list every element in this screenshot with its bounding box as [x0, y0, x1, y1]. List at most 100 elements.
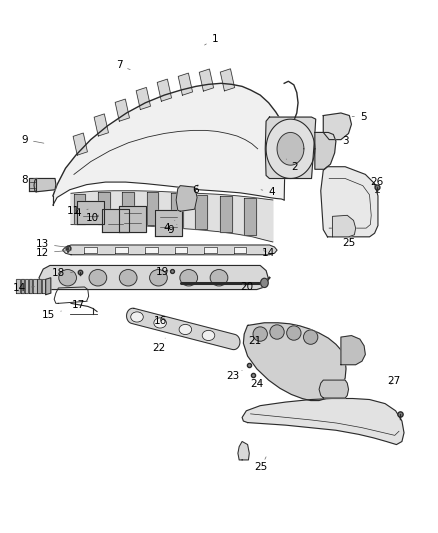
- Polygon shape: [85, 247, 97, 253]
- Polygon shape: [102, 209, 129, 232]
- Text: 4: 4: [163, 221, 175, 233]
- Polygon shape: [171, 193, 183, 227]
- Ellipse shape: [131, 312, 143, 322]
- Polygon shape: [53, 83, 286, 205]
- Text: 6: 6: [193, 184, 199, 195]
- Ellipse shape: [210, 270, 228, 286]
- Polygon shape: [323, 113, 351, 140]
- Polygon shape: [220, 196, 232, 232]
- Polygon shape: [204, 247, 217, 253]
- Polygon shape: [319, 380, 349, 398]
- Text: 25: 25: [343, 238, 356, 248]
- Text: 4: 4: [75, 208, 88, 218]
- Text: 26: 26: [371, 177, 384, 187]
- Polygon shape: [178, 73, 193, 95]
- Polygon shape: [127, 308, 240, 350]
- Polygon shape: [73, 133, 88, 155]
- Polygon shape: [341, 336, 365, 365]
- Text: 20: 20: [240, 282, 253, 292]
- Text: 22: 22: [153, 338, 166, 353]
- Polygon shape: [98, 192, 110, 223]
- Polygon shape: [242, 399, 404, 445]
- Text: 14: 14: [13, 283, 35, 293]
- Polygon shape: [77, 201, 104, 224]
- Polygon shape: [115, 99, 130, 121]
- Polygon shape: [147, 192, 159, 225]
- Polygon shape: [175, 247, 187, 253]
- Text: 2: 2: [286, 159, 298, 172]
- Polygon shape: [266, 119, 315, 179]
- Ellipse shape: [180, 270, 198, 286]
- Text: 17: 17: [71, 300, 88, 310]
- Polygon shape: [29, 279, 32, 293]
- Polygon shape: [220, 69, 235, 91]
- Polygon shape: [21, 279, 24, 293]
- Text: 4: 4: [261, 187, 275, 197]
- Polygon shape: [25, 279, 28, 293]
- Text: 9: 9: [21, 135, 44, 144]
- Polygon shape: [16, 279, 20, 293]
- Polygon shape: [122, 192, 134, 224]
- Polygon shape: [155, 210, 182, 236]
- Polygon shape: [63, 245, 277, 255]
- Polygon shape: [244, 198, 256, 236]
- Text: 10: 10: [85, 213, 99, 223]
- Ellipse shape: [119, 270, 137, 286]
- Text: 5: 5: [352, 111, 367, 122]
- Polygon shape: [94, 114, 109, 136]
- Text: 19: 19: [156, 266, 169, 277]
- Polygon shape: [119, 206, 146, 232]
- Text: 9: 9: [167, 224, 177, 235]
- Polygon shape: [199, 69, 214, 91]
- Text: 13: 13: [36, 239, 67, 249]
- Polygon shape: [145, 247, 158, 253]
- Polygon shape: [74, 193, 85, 223]
- Ellipse shape: [270, 325, 284, 339]
- Polygon shape: [46, 278, 51, 295]
- Text: 12: 12: [36, 248, 71, 257]
- Polygon shape: [42, 279, 45, 293]
- Ellipse shape: [202, 330, 215, 341]
- Text: 8: 8: [21, 174, 38, 184]
- Polygon shape: [71, 191, 273, 242]
- Ellipse shape: [154, 318, 166, 328]
- Polygon shape: [315, 132, 336, 169]
- Polygon shape: [136, 87, 151, 110]
- Ellipse shape: [179, 325, 192, 335]
- Text: 23: 23: [226, 370, 242, 381]
- Polygon shape: [332, 215, 356, 237]
- Polygon shape: [28, 179, 36, 191]
- Polygon shape: [244, 323, 346, 401]
- Text: 16: 16: [153, 316, 167, 326]
- Text: 15: 15: [42, 310, 61, 320]
- Text: 18: 18: [52, 268, 72, 278]
- Polygon shape: [238, 441, 249, 460]
- Text: 11: 11: [67, 206, 80, 216]
- Polygon shape: [157, 79, 172, 101]
- Polygon shape: [277, 133, 304, 165]
- Text: 25: 25: [254, 457, 268, 472]
- Text: 21: 21: [248, 336, 261, 346]
- Text: 3: 3: [335, 136, 349, 146]
- Ellipse shape: [304, 330, 318, 344]
- Polygon shape: [234, 247, 246, 253]
- Text: 14: 14: [262, 248, 275, 257]
- Ellipse shape: [261, 278, 268, 287]
- Polygon shape: [34, 179, 56, 192]
- Polygon shape: [37, 279, 41, 293]
- Polygon shape: [265, 117, 316, 179]
- Text: 7: 7: [116, 60, 130, 70]
- Polygon shape: [115, 247, 128, 253]
- Ellipse shape: [287, 326, 301, 340]
- Ellipse shape: [59, 270, 77, 286]
- Text: 1: 1: [205, 34, 218, 45]
- Polygon shape: [321, 167, 378, 237]
- Polygon shape: [39, 265, 268, 289]
- Text: 27: 27: [387, 376, 400, 385]
- Ellipse shape: [253, 327, 267, 341]
- Text: 24: 24: [250, 379, 264, 389]
- Polygon shape: [33, 279, 36, 293]
- Ellipse shape: [150, 270, 167, 286]
- Polygon shape: [195, 195, 207, 229]
- Polygon shape: [176, 185, 197, 211]
